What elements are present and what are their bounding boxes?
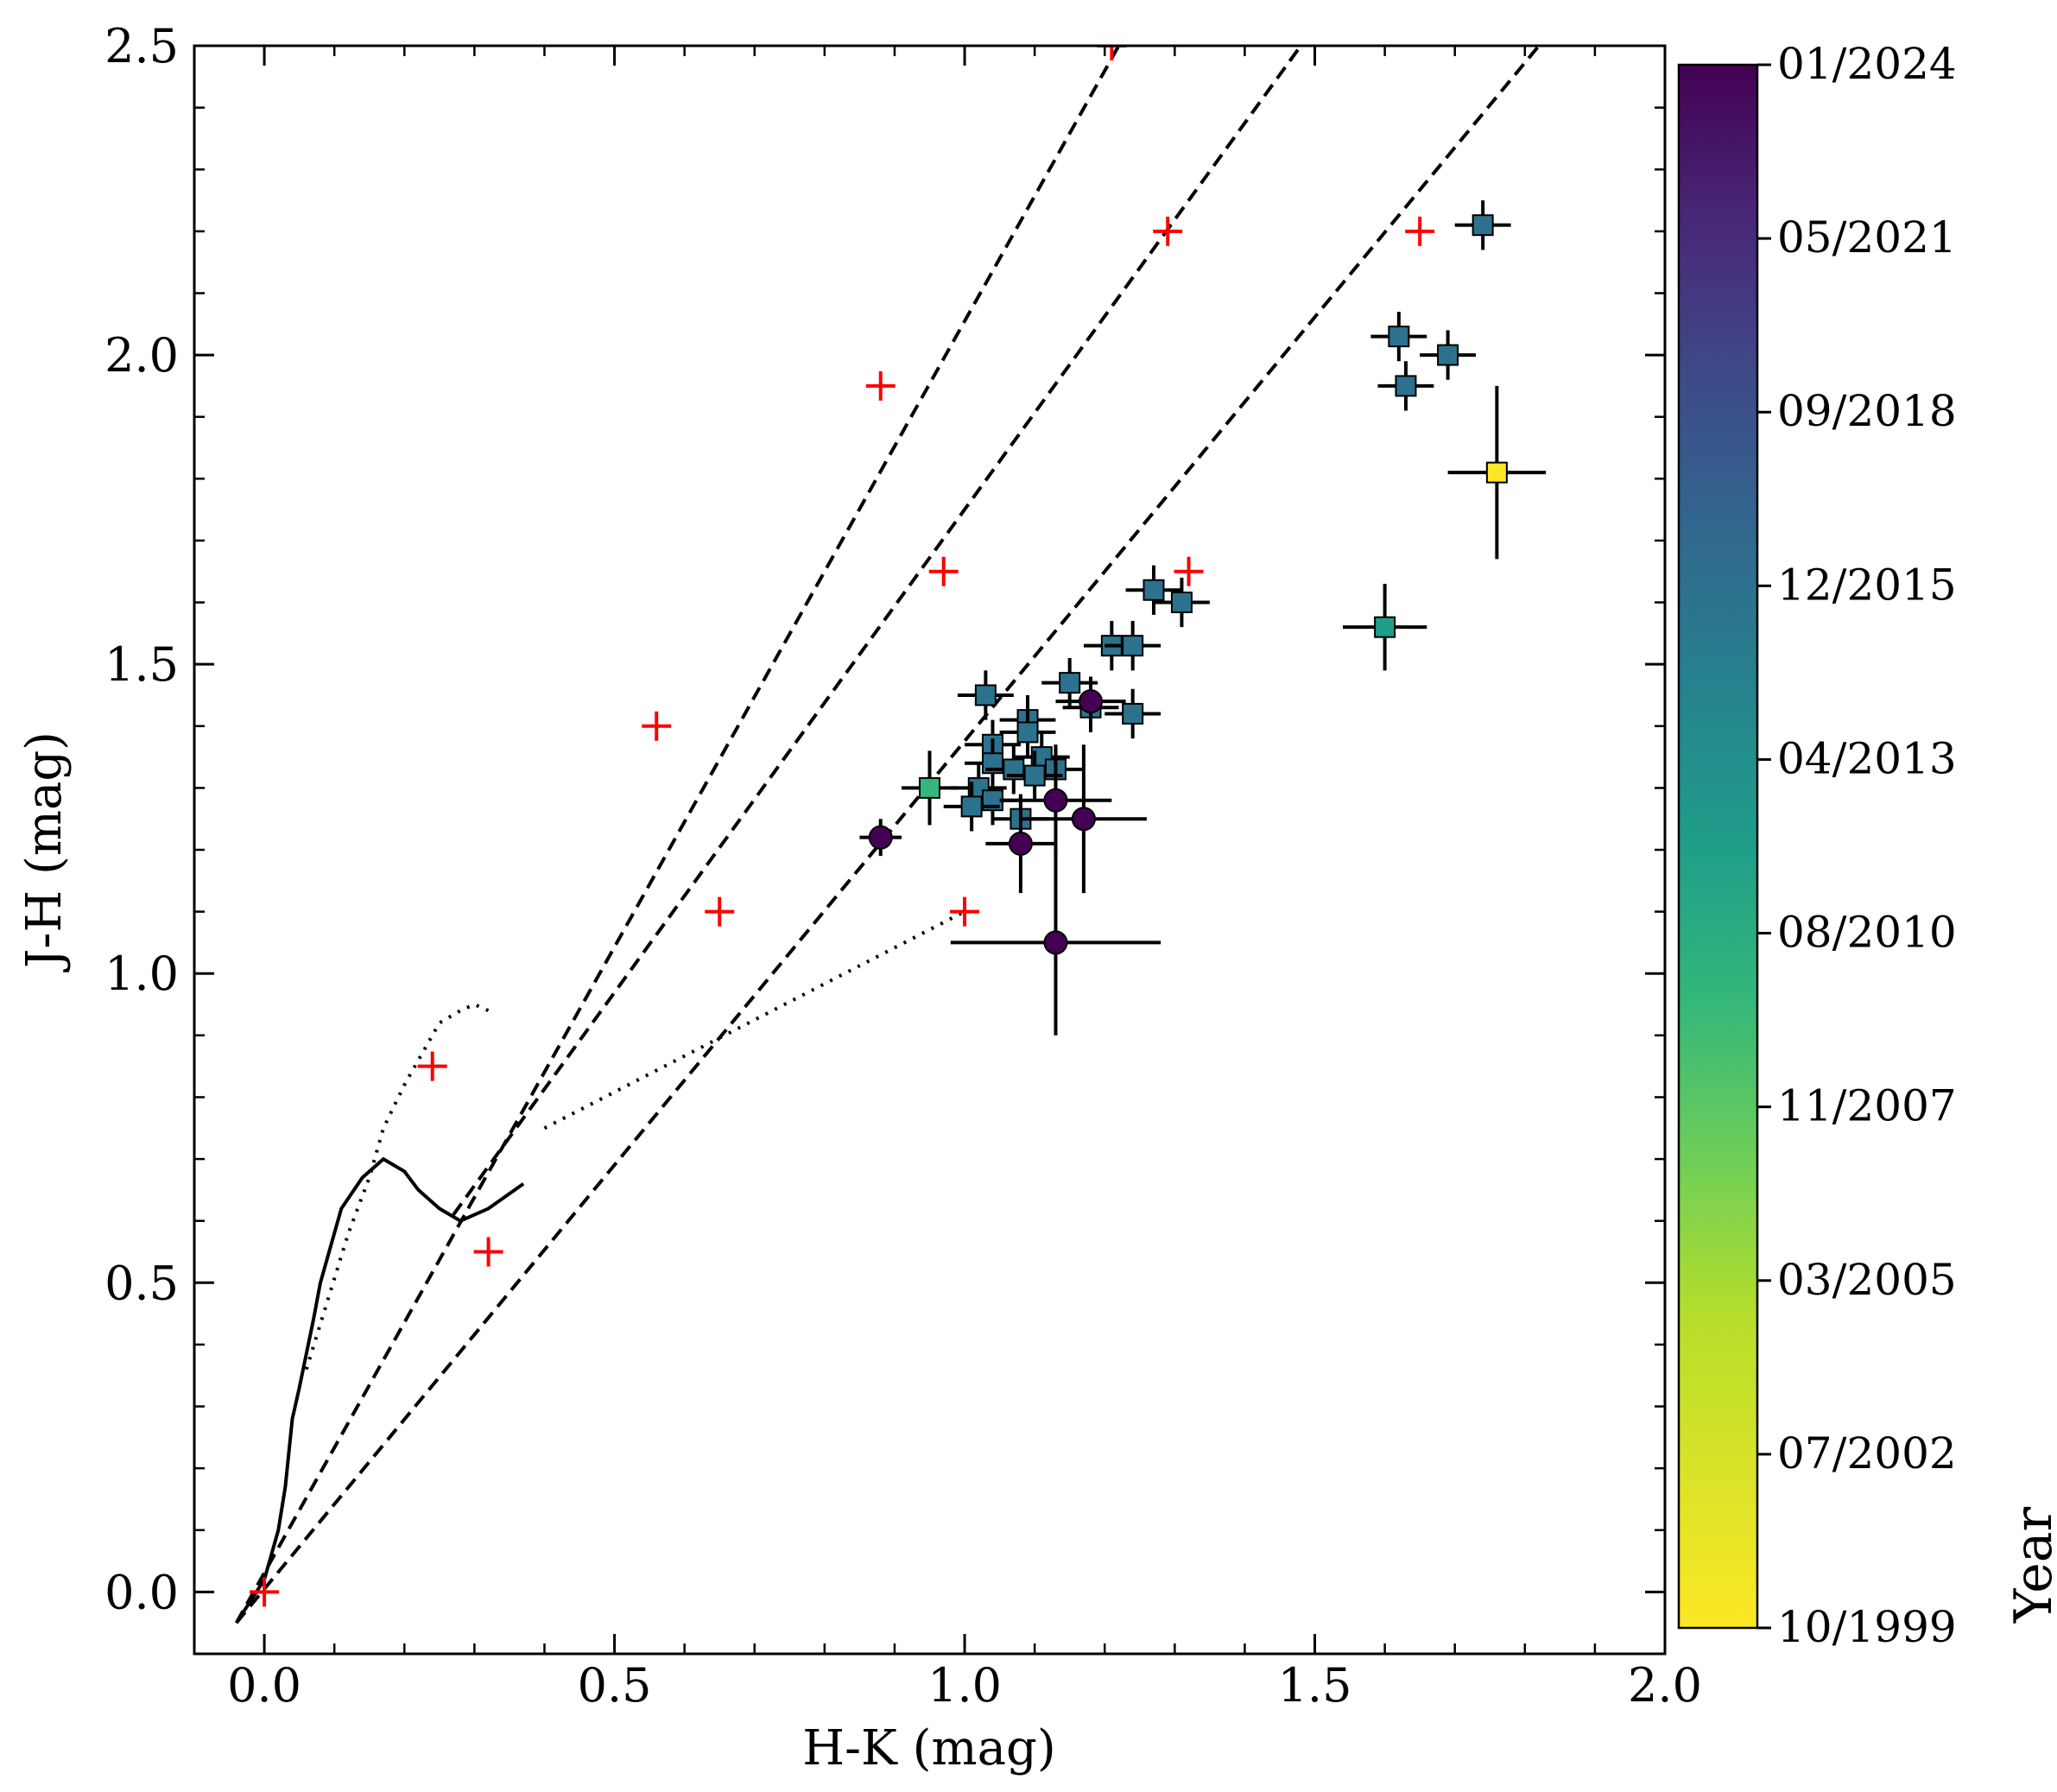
x-tick-label: 0.0 bbox=[227, 1658, 301, 1713]
colorbar bbox=[1677, 63, 1759, 1630]
x-tick-label: 1.0 bbox=[927, 1658, 1002, 1713]
extinction-marker bbox=[950, 896, 980, 927]
marker bbox=[868, 825, 893, 850]
marker bbox=[1016, 721, 1039, 744]
extinction-marker bbox=[1097, 46, 1127, 60]
colorbar-tick-label: 05/2021 bbox=[1777, 212, 1957, 263]
data-point-square bbox=[1041, 657, 1098, 708]
extinction-marker bbox=[1153, 216, 1183, 246]
data-point-square bbox=[999, 707, 1056, 757]
ctts-locus bbox=[543, 909, 965, 1130]
y-axis-label: J-H (mag) bbox=[16, 731, 73, 972]
data-point-circle bbox=[999, 744, 1112, 857]
y-tick-label: 1.5 bbox=[104, 637, 179, 692]
x-tick-label: 1.5 bbox=[1278, 1658, 1352, 1713]
marker bbox=[1079, 689, 1104, 714]
axes-frame bbox=[193, 44, 1667, 1656]
main-sequence-locus bbox=[235, 1156, 525, 1624]
marker bbox=[1437, 344, 1459, 366]
reddening-line-1 bbox=[234, 46, 1121, 1624]
x-axis-label: H-K (mag) bbox=[802, 1720, 1055, 1776]
marker bbox=[1142, 579, 1165, 601]
data-point-square bbox=[1125, 565, 1182, 615]
marker bbox=[1388, 326, 1410, 348]
marker bbox=[1043, 788, 1068, 813]
marker bbox=[1023, 764, 1046, 787]
marker bbox=[1170, 592, 1193, 614]
y-tick-label: 2.5 bbox=[104, 19, 179, 73]
extinction-marker bbox=[1174, 556, 1204, 586]
giant-branch-locus bbox=[304, 1002, 490, 1371]
marker bbox=[974, 684, 997, 706]
colorbar-tick-label: 09/2018 bbox=[1777, 386, 1957, 436]
marker bbox=[1008, 831, 1033, 856]
axis-ticks: 0.0 0.5 1.0 1.5 2.0 0.0 0.5 1.0 1.5 2.0 2.5 bbox=[104, 19, 1702, 1713]
marker bbox=[919, 776, 940, 799]
extinction-marker bbox=[928, 556, 959, 586]
extinction-marker bbox=[642, 711, 672, 741]
colorbar-tick-label: 11/2007 bbox=[1777, 1081, 1957, 1131]
data-point-circle bbox=[985, 794, 1056, 894]
colorbar-tick-label: 04/2013 bbox=[1777, 733, 1957, 783]
colorbar-tick-label: 01/2024 bbox=[1777, 39, 1957, 89]
data-point-square bbox=[1370, 311, 1427, 362]
extinction-marker bbox=[417, 1051, 447, 1081]
x-tick-label: 0.5 bbox=[578, 1658, 652, 1713]
data-point-circle bbox=[1020, 744, 1147, 894]
data-point-circle bbox=[1055, 676, 1126, 726]
y-tick-label: 1.0 bbox=[104, 947, 179, 1001]
marker bbox=[1043, 930, 1068, 955]
data-point-square bbox=[1104, 621, 1161, 671]
colorbar-tick-label: 08/2010 bbox=[1777, 908, 1957, 958]
marker bbox=[1059, 672, 1081, 694]
marker bbox=[1395, 375, 1417, 397]
data-point-square bbox=[1447, 385, 1547, 560]
y-tick-label: 0.5 bbox=[104, 1256, 179, 1310]
x-tick-label: 2.0 bbox=[1628, 1658, 1702, 1713]
reddening-line-2 bbox=[452, 46, 1302, 1216]
marker bbox=[1122, 702, 1144, 725]
extinction-marker bbox=[865, 370, 896, 401]
colorbar-tick-label: 07/2002 bbox=[1777, 1428, 1957, 1479]
data-point-square bbox=[1104, 688, 1161, 739]
colorbar-label: Year bbox=[2003, 1507, 2057, 1624]
data-point-square bbox=[1454, 200, 1511, 250]
data-point-square bbox=[1377, 361, 1434, 411]
data-point-square bbox=[1342, 584, 1427, 671]
data-point-square bbox=[1006, 750, 1063, 801]
extinction-marker bbox=[250, 1577, 280, 1607]
marker bbox=[960, 795, 983, 818]
data-point-square bbox=[957, 670, 1014, 720]
marker bbox=[1374, 616, 1396, 638]
colorbar-tick-label: 12/2015 bbox=[1777, 560, 1957, 610]
plot-area bbox=[234, 46, 1547, 1624]
colorbar-tick-label: 03/2005 bbox=[1777, 1255, 1957, 1305]
y-tick-label: 0.0 bbox=[104, 1565, 179, 1619]
marker bbox=[1485, 461, 1508, 484]
marker bbox=[1071, 807, 1096, 832]
extinction-marker bbox=[473, 1237, 503, 1267]
marker bbox=[1122, 635, 1144, 657]
data-point-square bbox=[1420, 330, 1477, 380]
marker bbox=[1472, 214, 1494, 237]
extinction-marker bbox=[705, 896, 735, 927]
data-point-circle bbox=[859, 819, 902, 857]
colorbar-tick-label: 10/1999 bbox=[1777, 1602, 1957, 1652]
data-point-square bbox=[943, 782, 1000, 832]
extinction-marker bbox=[1405, 216, 1435, 246]
y-tick-label: 2.0 bbox=[104, 328, 179, 383]
data-point-circle bbox=[950, 850, 1161, 1035]
data-point-square bbox=[1154, 577, 1210, 628]
data-point-square bbox=[902, 750, 958, 826]
colorbar-ticks: 01/2024 05/2021 09/2018 12/2015 04/2013 08/20… bbox=[1757, 39, 1957, 1652]
